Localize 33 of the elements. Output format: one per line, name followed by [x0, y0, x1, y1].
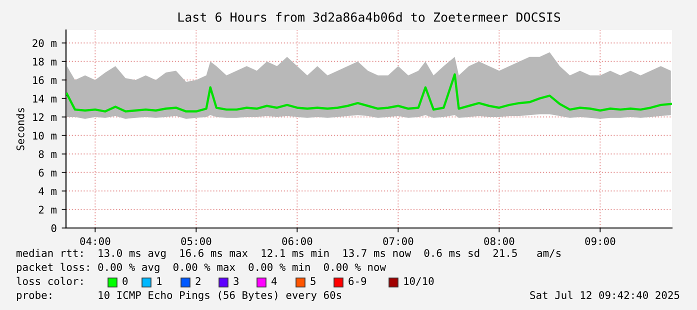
text: 5: [310, 277, 316, 286]
text: median rtt: 13.0 ms avg 16.6 ms max 12.1 ms min 13.7 ms now 0.6 ms sd 21.5 am/s: [16, 248, 561, 260]
text: packet loss: 0.00 % avg 0.00 % max 0.00 % min 0.00 % now: [16, 262, 386, 274]
x-tick-label: 05:00: [181, 237, 212, 246]
x-tick-label: 06:00: [282, 237, 312, 246]
text: 0: [122, 277, 128, 286]
text: 6-9: [348, 277, 366, 286]
chart-title: Last 6 Hours from 3d2a86a4b06d to Zoetermeer DOCSIS: [178, 12, 560, 22]
y-tick-label: 0: [51, 224, 56, 232]
x-tick-label: 04:00: [80, 237, 110, 246]
y-tick-label: 8 m: [38, 150, 56, 158]
y-tick-label: 18 m: [33, 58, 56, 66]
text: 1: [157, 277, 162, 285]
text: loss color:: [16, 276, 82, 286]
x-tick-label: 07:00: [383, 237, 414, 246]
y-tick-label: 20 m: [32, 39, 56, 48]
y-axis-title: Seconds: [16, 108, 24, 150]
y-tick-label: 16 m: [33, 76, 56, 84]
text: probe: 10 ICMP Echo Pings (56 Bytes) every 60s: [16, 290, 342, 302]
y-tick-label: 2 m: [38, 206, 56, 214]
x-tick-label: 09:00: [585, 237, 616, 246]
text: 10/10: [404, 277, 434, 286]
x-tick-label: 08:00: [484, 237, 514, 246]
y-tick-label: 14 m: [33, 94, 56, 102]
y-tick-label: 12 m: [33, 113, 56, 121]
text: 3: [234, 277, 238, 286]
text: Sat Jul 12 09:42:40 2025: [530, 290, 680, 300]
line-series: [66, 73, 672, 113]
y-tick-label: 4 m: [38, 187, 56, 195]
y-tick-label: 6 m: [38, 168, 56, 177]
text: 2: [196, 277, 200, 285]
text: 4: [272, 277, 277, 285]
y-tick-label: 10 m: [33, 132, 56, 140]
